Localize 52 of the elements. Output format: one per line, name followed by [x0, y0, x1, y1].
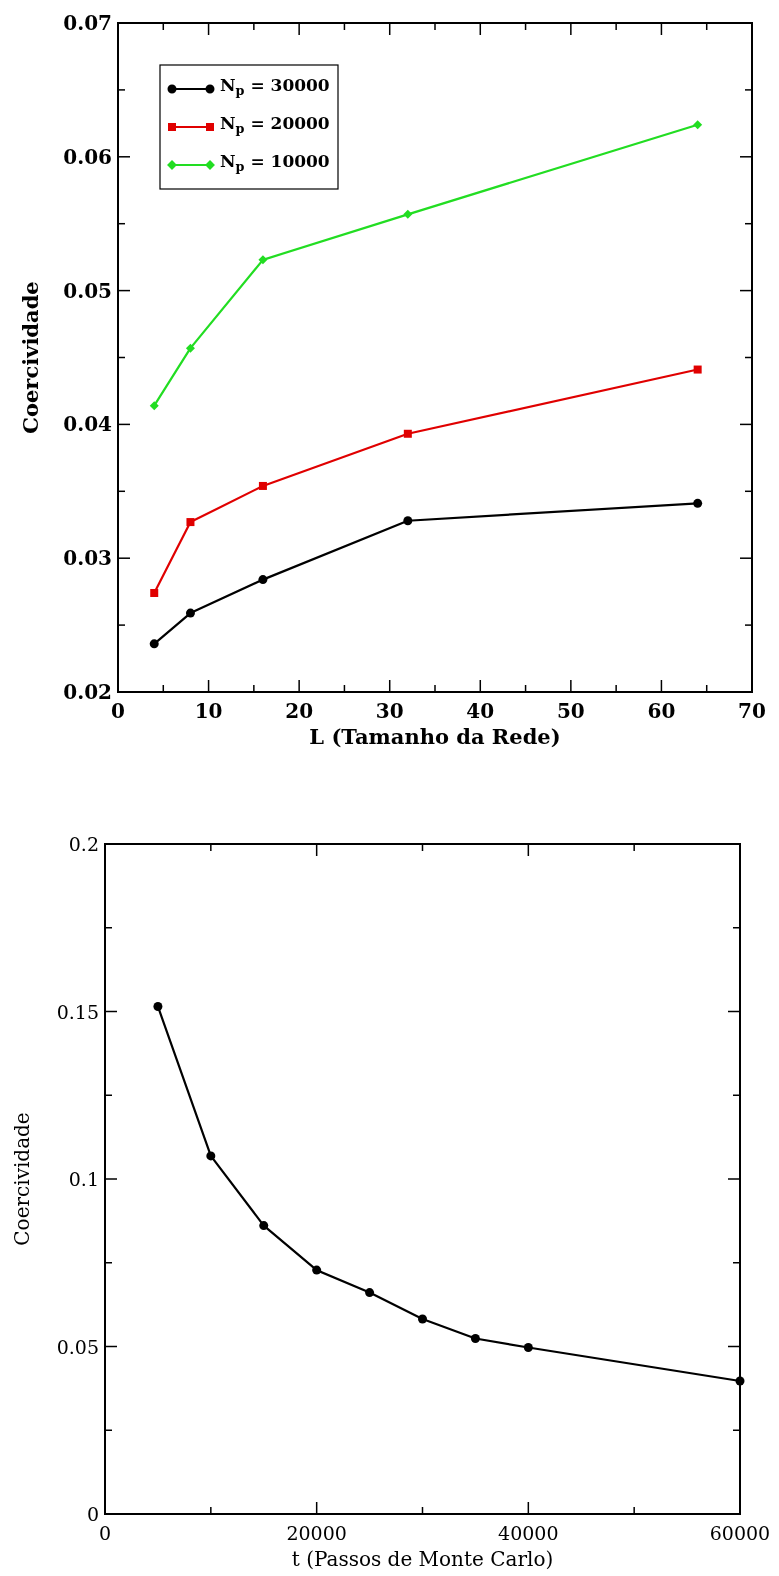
y-axis-title: Coercividade: [18, 281, 43, 434]
point: [258, 255, 268, 265]
x-axis-title: t (Passos de Monte Carlo): [291, 1547, 554, 1571]
y-tick-label: 0.15: [56, 1000, 99, 1023]
point: [418, 1314, 427, 1324]
y-tick-label: 0.06: [63, 144, 112, 169]
point: [403, 429, 412, 438]
y-tick-label: 0.05: [63, 278, 112, 303]
y-tick-label: 0.03: [63, 546, 112, 571]
point: [185, 608, 195, 618]
point: [523, 1343, 533, 1353]
point: [735, 1376, 745, 1386]
y-tick-label: 0.04: [63, 412, 113, 437]
y-tick-label: 0.07: [63, 11, 112, 35]
x-tick-label: 60: [647, 699, 676, 723]
x-tick-label: 40: [466, 699, 495, 723]
point: [153, 1001, 163, 1011]
x-tick-label: 50: [556, 699, 585, 723]
x-tick-label: 20000: [286, 1522, 347, 1544]
point: [149, 639, 159, 649]
point: [365, 1288, 375, 1298]
point: [150, 588, 159, 597]
y-tick-label: 0: [86, 1503, 99, 1525]
x-tick-label: 60000: [709, 1522, 771, 1544]
x-tick-label: 70: [738, 699, 766, 723]
legend-label: N$_{p}$ = 20000: [220, 113, 330, 136]
point: [470, 1333, 480, 1343]
point: [185, 343, 195, 353]
point: [149, 401, 159, 411]
x-tick-label: 30: [375, 699, 404, 723]
point: [258, 575, 268, 585]
y-tick-label: 0.2: [68, 833, 99, 855]
y-tick-label: 0.02: [63, 680, 112, 704]
point: [259, 1221, 269, 1231]
point: [258, 481, 267, 490]
y-axis-title: Coercividade: [10, 1112, 34, 1246]
legend-label: N$_{p}$ = 30000: [220, 75, 330, 98]
point: [403, 516, 413, 526]
point: [312, 1265, 322, 1275]
legend-label: N$_{p}$ = 10000: [220, 151, 330, 174]
point: [693, 120, 703, 130]
point: [206, 1151, 216, 1161]
point: [186, 518, 195, 527]
x-tick-label: 40000: [498, 1522, 559, 1544]
point: [693, 365, 702, 374]
x-tick-label: 10: [194, 699, 223, 723]
y-tick-label: 0.05: [56, 1335, 99, 1358]
y-tick-label: 0.1: [68, 1168, 99, 1190]
point: [403, 209, 413, 219]
x-axis-title: L (Tamanho da Rede): [309, 724, 561, 749]
x-tick-label: 20: [285, 699, 314, 723]
point: [693, 498, 703, 508]
